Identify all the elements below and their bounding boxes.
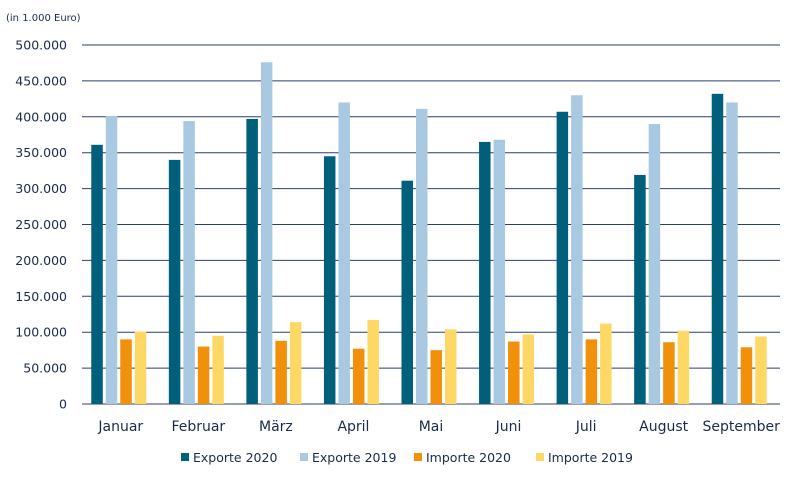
y-tick-label: 150.000 [15,289,67,304]
bar-importe-2020 [585,339,598,404]
bar-importe-2019 [755,336,767,404]
legend-label: Exporte 2019 [312,450,396,465]
y-tick-label: 450.000 [15,73,67,88]
bar-importe-2019 [367,319,379,404]
x-tick-label: Juli [575,419,597,435]
legend-label: Exporte 2020 [193,450,277,465]
legend-swatch [181,453,189,461]
legend-swatch [536,453,544,461]
y-tick-label: 100.000 [15,325,67,340]
bar-importe-2020 [740,347,753,404]
y-tick-label: 50.000 [23,361,67,376]
y-tick-label: 250.000 [15,217,67,232]
x-tick-label: April [337,419,369,435]
bar-exporte-2020 [168,159,181,404]
bar-importe-2019 [212,335,224,404]
bar-exporte-2019 [493,139,506,404]
y-tick-label: 350.000 [15,145,67,160]
y-tick-label: 0 [59,397,67,412]
x-tick-label: Februar [171,419,225,435]
bar-importe-2020 [430,350,442,404]
bar-importe-2019 [445,329,457,404]
bar-exporte-2019 [105,116,118,404]
x-tick-label: August [639,419,689,435]
bar-importe-2020 [120,339,132,404]
bar-importe-2019 [677,330,690,404]
x-tick-label: September [703,419,781,435]
bar-exporte-2020 [91,144,103,404]
bar-exporte-2020 [711,93,724,404]
bar-exporte-2019 [416,108,428,404]
bar-exporte-2019 [260,62,273,405]
x-tick-label: Juni [495,419,522,435]
legend: Exporte 2020 Exporte 2019 Importe 2020 Impo… [181,450,633,465]
bar-exporte-2020 [634,174,646,404]
legend-label: Importe 2019 [548,450,633,465]
bar-importe-2019 [134,331,147,404]
unit-label: (in 1.000 Euro) [6,13,81,24]
y-tick-label: 200.000 [15,253,67,268]
legend-swatch [414,453,422,461]
bar-importe-2019 [522,334,535,404]
y-tick-label: 500.000 [15,38,67,53]
bar-exporte-2020 [479,141,491,404]
legend-swatch [300,453,308,461]
bar-exporte-2020 [556,111,569,405]
y-tick-label: 400.000 [15,109,67,124]
bar-exporte-2020 [401,180,413,404]
x-tick-label: März [259,419,293,435]
bar-exporte-2019 [571,95,583,404]
bar-importe-2019 [289,322,302,404]
y-tick-label: 300.000 [15,181,67,196]
bar-importe-2019 [600,323,612,404]
legend-label: Importe 2020 [426,450,511,465]
bar-exporte-2020 [246,118,258,404]
bar-importe-2020 [197,346,210,404]
bar-importe-2020 [663,342,675,404]
bar-exporte-2020 [323,156,336,404]
x-axis-ticks: Januar Februar März April Mai Juni Juli August S… [97,419,780,435]
bar-exporte-2019 [183,121,195,404]
bar-exporte-2019 [726,102,738,404]
bars [91,62,767,405]
x-tick-label: Januar [97,419,143,435]
x-tick-label: Mai [419,419,444,435]
y-axis-ticks: 0 50.000 100.000 150.000 200.000 250.000 300.0… [15,38,67,412]
bar-exporte-2019 [338,102,350,404]
bar-exporte-2019 [648,123,661,404]
bar-importe-2020 [352,348,365,404]
bar-importe-2020 [275,340,287,404]
bar-importe-2020 [508,341,520,404]
